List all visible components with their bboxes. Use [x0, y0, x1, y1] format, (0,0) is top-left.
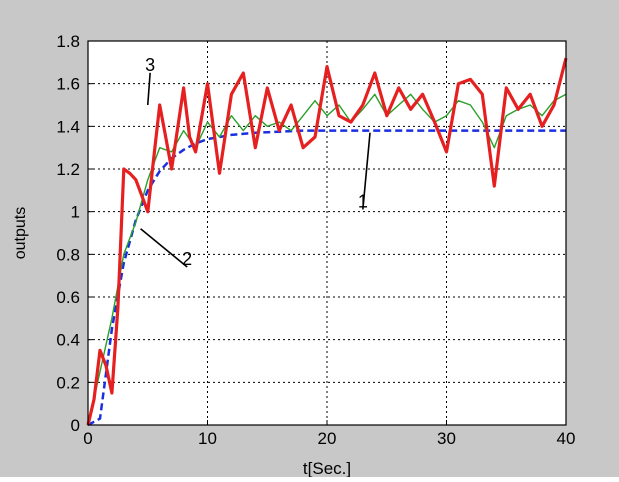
annotation-leader — [362, 132, 371, 210]
y-tick-label: 0.4 — [56, 331, 80, 350]
annotation-leader — [146, 72, 151, 106]
ticks: 0 10 20 30 40 0 0.2 0.4 0.6 0.8 1 1.2 1.4 1.6 1.8 — [56, 32, 575, 448]
annotation-label-3: 3 — [145, 55, 155, 75]
y-tick-label: 1.6 — [56, 75, 80, 94]
x-tick-label: 40 — [557, 429, 576, 448]
x-tick-label: 0 — [83, 429, 92, 448]
y-tick-label: 1.8 — [56, 32, 80, 51]
x-tick-label: 30 — [437, 429, 456, 448]
y-tick-label: 1.2 — [56, 160, 80, 179]
annotation-label-1: 1 — [358, 191, 368, 211]
x-tick-label: 20 — [318, 429, 337, 448]
grid — [88, 41, 566, 425]
y-tick-label: 1.4 — [56, 117, 80, 136]
annotation-leader — [140, 228, 188, 268]
annotation-label-2: 2 — [182, 249, 192, 269]
series-layer — [86, 57, 568, 427]
y-tick-label: 0.8 — [56, 245, 80, 264]
y-axis-label: outputs — [12, 207, 29, 259]
y-tick-label: 0 — [71, 416, 80, 435]
y-tick-label: 0.2 — [56, 373, 80, 392]
y-tick-label: 1 — [71, 203, 80, 222]
x-axis-label: t[Sec.] — [303, 459, 351, 477]
series-line-3 — [86, 57, 568, 426]
annotations: 3 2 1 — [140, 55, 371, 269]
y-tick-label: 0.6 — [56, 288, 80, 307]
x-tick-label: 10 — [198, 429, 217, 448]
